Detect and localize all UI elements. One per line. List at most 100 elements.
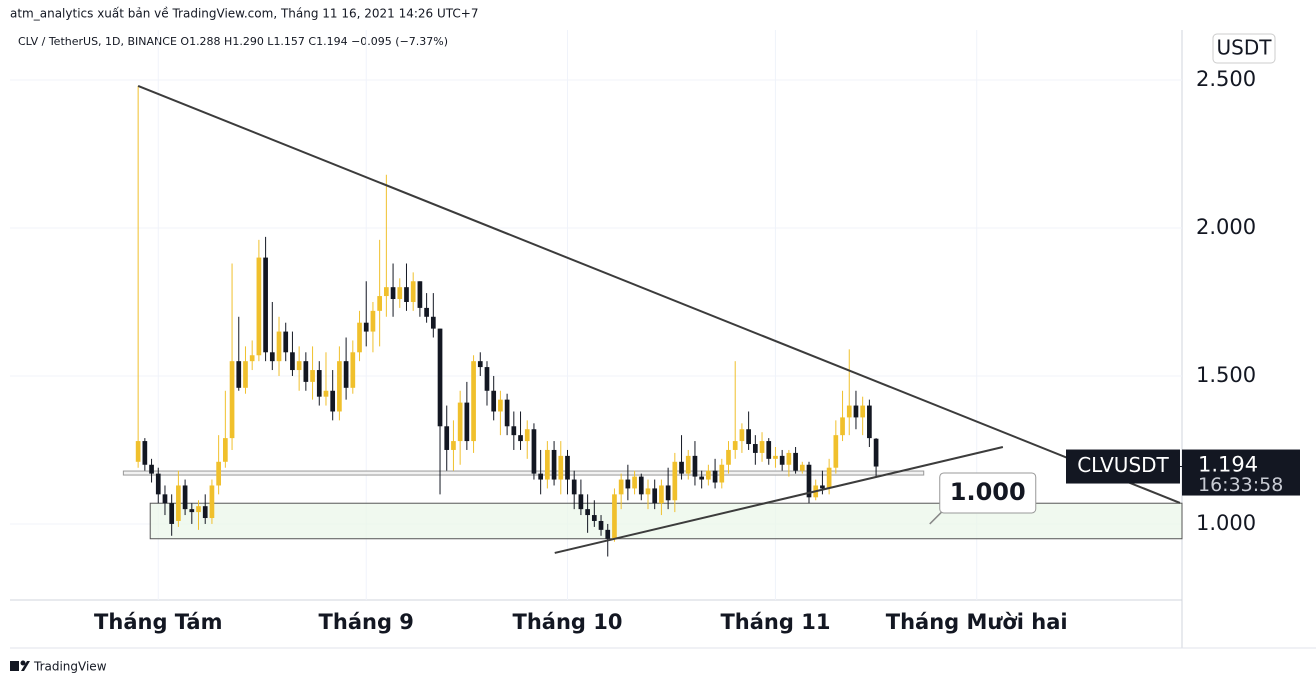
candle-body: [397, 287, 403, 300]
candle-body: [477, 361, 483, 368]
candle-body: [726, 449, 731, 465]
candle-body: [182, 485, 188, 510]
candle-body: [679, 461, 684, 474]
candle-body: [578, 494, 584, 510]
candle-body: [759, 441, 765, 453]
x-tick-label: Tháng Mười hai: [886, 610, 1068, 634]
candle-body: [605, 529, 611, 539]
candle-body: [404, 287, 409, 302]
candle-body: [773, 455, 778, 459]
candle-body: [196, 506, 201, 513]
candle-body: [498, 399, 503, 412]
candle-body: [149, 464, 154, 474]
candle-body: [833, 435, 839, 468]
symbol-box: [1066, 449, 1180, 484]
candle-body: [263, 257, 268, 353]
x-tick-label: Tháng 10: [513, 610, 623, 634]
candle-body: [806, 464, 812, 498]
y-tick-label: 2.000: [1196, 215, 1256, 239]
candle-body: [236, 361, 242, 388]
candle-body: [692, 455, 698, 477]
candle-body: [558, 455, 564, 480]
candle-body: [310, 370, 315, 382]
candle-body: [625, 479, 631, 489]
symbol-line: CLV / TetherUS, 1D, BINANCE O1.288 H1.29…: [18, 35, 448, 48]
candle-body: [229, 361, 235, 439]
candle-body: [471, 361, 476, 442]
footer-brand: TradingView: [33, 660, 107, 674]
candle-body: [571, 479, 577, 495]
candle-body: [377, 296, 382, 311]
currency: USDT: [1217, 36, 1273, 60]
candle-body: [343, 361, 349, 388]
candle-body: [672, 461, 678, 501]
y-tick-label: 1.000: [1196, 511, 1256, 535]
candle-body: [384, 287, 389, 297]
candle-body: [659, 485, 664, 504]
candle-body: [873, 438, 879, 467]
candle-body: [189, 509, 195, 513]
candle-body: [457, 402, 463, 442]
candle-body: [840, 417, 845, 436]
candle-body: [598, 520, 604, 530]
candle-body: [538, 473, 544, 480]
countdown: 16:33:58: [1198, 474, 1283, 496]
candle-body: [176, 485, 181, 521]
candle-body: [316, 370, 322, 397]
candle-body: [269, 352, 275, 362]
candle-body: [410, 281, 416, 302]
candle-body: [766, 441, 772, 459]
candle-body: [612, 494, 617, 539]
publisher-line: atm_analytics xuất bản về TradingView.co…: [10, 7, 478, 21]
candle-body: [531, 429, 537, 474]
candle-body: [524, 429, 530, 442]
currency-box: [1212, 33, 1276, 64]
candle-body: [685, 455, 691, 474]
candle-body: [779, 455, 785, 465]
candle-body: [699, 476, 705, 480]
candle-body: [169, 503, 175, 524]
candle-body: [826, 467, 832, 489]
candle-body: [350, 352, 356, 388]
callout-pointer: [929, 511, 943, 525]
candle-body: [484, 367, 490, 391]
candle-body: [222, 438, 228, 462]
candle-body: [706, 470, 711, 480]
x-tick-label: Tháng 9: [319, 610, 414, 634]
candle-body: [632, 476, 637, 489]
candle-body: [752, 444, 758, 453]
candle-body: [209, 485, 215, 519]
trend-line: [554, 446, 1004, 554]
candle-body: [256, 257, 262, 356]
symbol-label: CLVUSDT: [1077, 453, 1169, 477]
candle-body: [417, 281, 423, 308]
candle-body: [430, 316, 436, 329]
logo: [10, 660, 30, 671]
candle-body: [162, 494, 168, 504]
price-box: [1182, 449, 1300, 496]
candle-body: [216, 461, 221, 486]
candle-body: [370, 310, 376, 332]
y-tick-label: 2.500: [1196, 67, 1256, 91]
candle-body: [249, 355, 255, 362]
candle-body: [202, 506, 208, 519]
candle-body: [820, 485, 825, 489]
candle-body: [155, 473, 161, 495]
candle-body: [786, 452, 792, 465]
candle-body: [846, 405, 852, 418]
candle-body: [652, 488, 658, 504]
candle-body: [323, 390, 329, 397]
candle-body: [504, 399, 510, 427]
callout-label: 1.000: [950, 478, 1026, 506]
candle-body: [491, 390, 497, 412]
candle-body: [464, 402, 470, 442]
candle-body: [283, 331, 289, 353]
candle-body: [793, 452, 798, 471]
candle-body: [712, 470, 718, 483]
candle-body: [799, 464, 805, 471]
y-tick-label: 1.500: [1196, 363, 1256, 387]
candle-body: [424, 307, 429, 317]
candle-body: [296, 361, 302, 371]
